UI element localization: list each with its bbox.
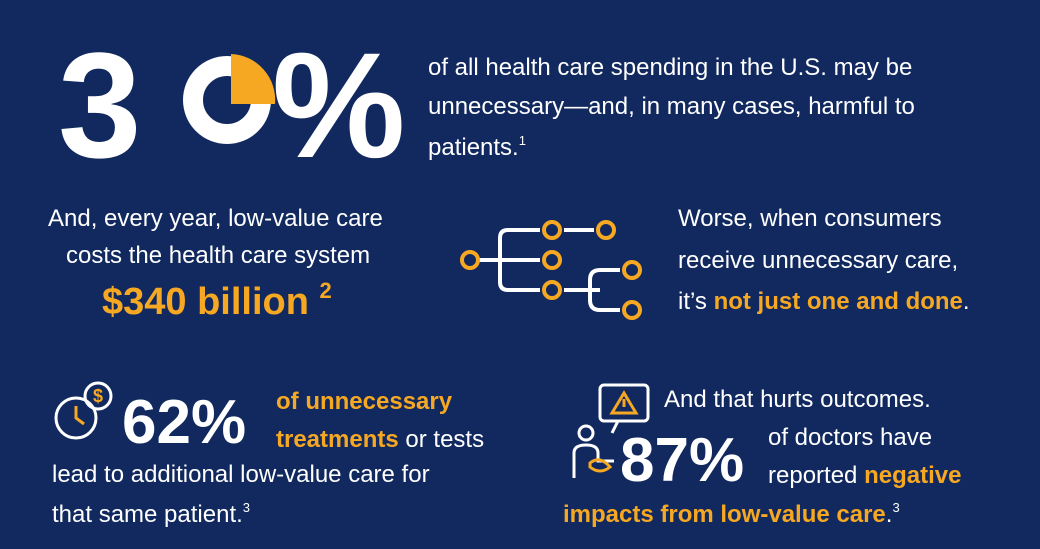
footnote: 1 xyxy=(518,133,526,148)
text: . xyxy=(962,288,970,315)
followup-text: treatments or tests xyxy=(276,425,484,455)
text: it’s xyxy=(678,288,714,315)
emphasis: impacts from low-value care xyxy=(563,501,886,528)
spending-text: unnecessary—and, in many cases, harmful … xyxy=(428,93,915,120)
clock-dollar-icon: $ xyxy=(54,381,113,440)
doctors-intro: And that hurts outcomes. xyxy=(664,386,931,413)
footnote: 2 xyxy=(319,278,332,303)
emphasis: negative xyxy=(864,462,962,489)
cascade-text: receive unnecessary care, xyxy=(678,247,959,274)
emphasis: treatments xyxy=(276,426,399,453)
doctors-value: 87% xyxy=(620,426,745,495)
doctor-warning-icon xyxy=(572,383,650,478)
stat-percent: % xyxy=(272,21,406,189)
doctors-text: of doctors have xyxy=(768,424,933,451)
followup-value: 62% xyxy=(122,388,247,457)
text: patients. xyxy=(428,134,519,161)
doctors-text: reported negative xyxy=(768,461,961,491)
emphasis: not just one and done xyxy=(713,288,963,315)
followup-emphasis: of unnecessary xyxy=(276,388,453,415)
svg-text:$: $ xyxy=(93,386,103,406)
branch-icon xyxy=(460,220,642,320)
followup-text: lead to additional low-value care for xyxy=(52,461,430,488)
text: reported xyxy=(768,462,865,489)
amount: $340 billion xyxy=(102,281,309,323)
followup-text: that same patient.3 xyxy=(52,500,250,530)
spending-text: of all health care spending in the U.S. … xyxy=(428,54,913,81)
cost-text: And, every year, low-value care xyxy=(48,205,383,232)
footnote: 3 xyxy=(242,500,251,515)
doctors-text: impacts from low-value care.3 xyxy=(563,500,900,530)
stat-digit: 3 xyxy=(58,21,142,189)
text: or tests xyxy=(398,426,485,453)
text: . xyxy=(885,501,893,528)
cost-amount: $340 billion 2 xyxy=(102,280,332,324)
spending-text: patients.1 xyxy=(428,133,526,163)
cascade-text: Worse, when consumers xyxy=(678,205,942,232)
pie-ring-icon xyxy=(183,54,276,144)
cost-text: costs the health care system xyxy=(66,242,371,269)
cascade-text: it’s not just one and done. xyxy=(678,287,970,317)
text: that same patient. xyxy=(52,501,243,528)
footnote: 3 xyxy=(892,500,900,515)
